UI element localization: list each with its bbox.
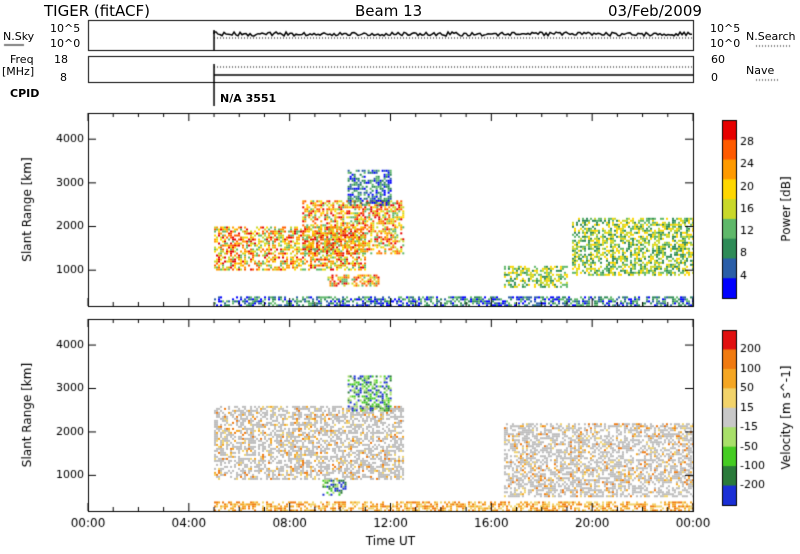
- nsearch-label: N.Search: [746, 30, 796, 43]
- nsky-tick-bottom: 10^0: [50, 37, 81, 50]
- cpid-value: N/A 3551: [220, 92, 277, 105]
- cpid-label: CPID: [10, 87, 40, 100]
- nave-tick-bottom: 0: [711, 71, 718, 84]
- nsearch-tick-bottom: 10^0: [710, 37, 741, 50]
- nsky-tick-top: 10^5: [50, 22, 81, 35]
- freq-label-line2: [MHz]: [2, 65, 35, 78]
- freq-label-line1: Freq: [10, 53, 34, 66]
- beam-title: Beam 13: [355, 2, 423, 20]
- nsky-label: N.Sky: [3, 30, 35, 43]
- radar-title: TIGER (fitACF): [44, 2, 151, 20]
- nave-label: Nave: [746, 64, 775, 77]
- freq-tick-bottom: 8: [60, 71, 67, 84]
- freq-tick-top: 18: [54, 53, 68, 66]
- date-title: 03/Feb/2009: [608, 2, 702, 20]
- nave-tick-top: 60: [711, 53, 725, 66]
- nsearch-tick-top: 10^5: [710, 22, 741, 35]
